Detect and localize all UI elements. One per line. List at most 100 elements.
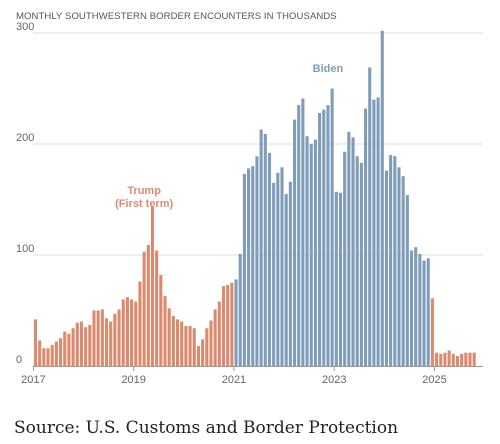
bar: [309, 144, 313, 366]
bar: [313, 139, 317, 366]
bar: [67, 333, 71, 366]
bar: [230, 282, 234, 366]
bar: [426, 258, 430, 366]
bar: [213, 309, 217, 366]
bar: [171, 316, 175, 366]
bar: [468, 352, 472, 366]
bar: [284, 193, 288, 366]
bar: [418, 253, 422, 366]
bar: [276, 172, 280, 366]
bar: [117, 309, 121, 366]
series-annotation: Biden: [313, 63, 344, 75]
bar: [447, 350, 451, 366]
bar: [38, 340, 42, 366]
bar: [414, 247, 418, 366]
bar: [451, 353, 455, 366]
bar: [54, 341, 58, 366]
bar: [280, 167, 284, 366]
bar: [167, 308, 171, 366]
bar: [272, 182, 276, 366]
bar: [292, 119, 297, 366]
bar: [393, 156, 397, 366]
bar: [430, 298, 434, 366]
bar: [347, 131, 351, 366]
bar: [351, 137, 355, 366]
series-annotation: Trump: [127, 185, 161, 197]
bar: [84, 327, 88, 366]
bar: [422, 260, 426, 366]
x-tick-label: 2025: [422, 374, 446, 386]
bar: [42, 348, 46, 366]
bar: [217, 301, 221, 366]
bar: [180, 321, 184, 366]
bar: [359, 162, 363, 366]
bar: [96, 310, 100, 366]
x-tick-label: 2019: [121, 374, 145, 386]
bar: [79, 321, 84, 366]
bar: [104, 318, 109, 366]
bar: [401, 176, 405, 366]
bar: [301, 98, 305, 367]
bar: [92, 310, 96, 366]
bar: [142, 251, 146, 366]
bar: [150, 206, 155, 366]
bar: [176, 319, 180, 366]
bar: [100, 309, 104, 366]
bar: [63, 331, 67, 366]
series-annotation: (First term): [115, 198, 173, 210]
bar: [221, 286, 226, 366]
bar: [33, 319, 38, 366]
bar: [368, 67, 372, 366]
bar: [226, 284, 230, 366]
bar: [192, 328, 196, 366]
bar: [247, 168, 251, 366]
bar: [460, 353, 464, 366]
bar: [242, 173, 246, 366]
bar: [397, 167, 401, 366]
bar: [234, 279, 238, 366]
bar: [409, 250, 414, 366]
bar: [251, 166, 255, 366]
x-tick-label: 2021: [222, 374, 246, 386]
bar: [297, 105, 301, 367]
bar: [188, 326, 192, 366]
bar: [355, 156, 359, 366]
bar: [205, 328, 209, 366]
bar: [113, 313, 117, 366]
bar: [196, 346, 200, 366]
bar: [71, 328, 75, 366]
bar: [389, 155, 393, 366]
bar: [380, 30, 384, 367]
bar: [435, 352, 439, 366]
y-tick-label: 100: [16, 243, 34, 255]
bar: [472, 352, 476, 366]
bar: [267, 152, 272, 366]
bar: [322, 109, 326, 366]
bar: [121, 299, 125, 366]
bar: [59, 338, 63, 366]
bar: [464, 352, 468, 366]
bar: [130, 299, 134, 366]
y-tick-label: 300: [16, 21, 34, 33]
bar: [134, 301, 138, 366]
bar: [75, 322, 79, 366]
bar: [455, 356, 460, 366]
chart-title: MONTHLY SOUTHWESTERN BORDER ENCOUNTERS I…: [16, 11, 337, 22]
bar: [46, 348, 50, 366]
bar: [209, 320, 213, 366]
bar: [305, 136, 309, 366]
bar: [384, 170, 388, 366]
bar: [255, 156, 259, 366]
bar: [288, 181, 292, 366]
bar: [330, 88, 334, 366]
bar: [184, 326, 188, 366]
source-note: Source: U.S. Customs and Border Protecti…: [14, 418, 399, 438]
bar: [155, 250, 159, 366]
y-tick-label: 200: [16, 132, 34, 144]
bar: [343, 151, 347, 366]
bar: [138, 281, 142, 366]
bar: [439, 353, 443, 366]
bar: [443, 352, 447, 366]
bar: [338, 192, 343, 366]
